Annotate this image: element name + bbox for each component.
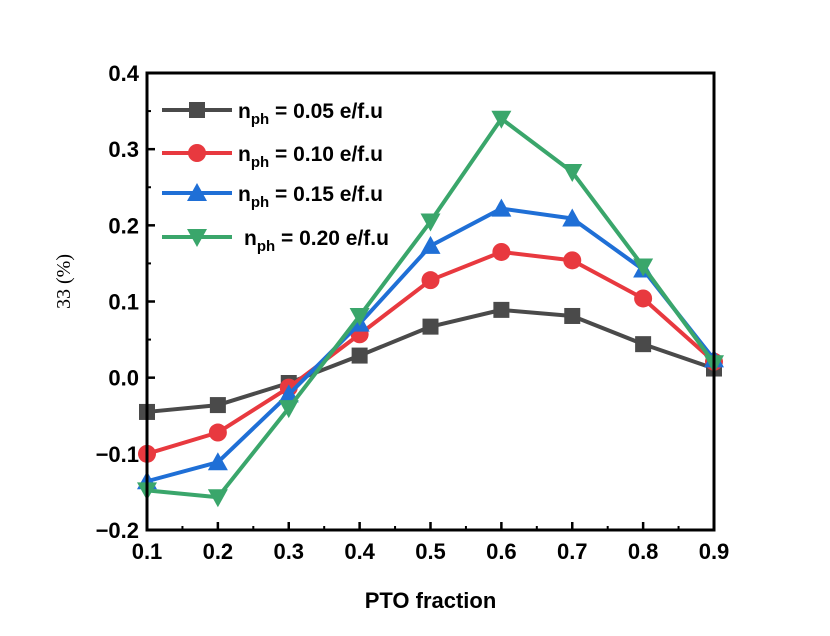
data-point [349, 307, 370, 326]
data-point [493, 301, 510, 318]
data-point [562, 208, 583, 227]
legend-entry: nph = 0.20 e/f.u [162, 227, 389, 255]
data-point [634, 289, 653, 308]
data-point [492, 242, 511, 261]
data-point [278, 400, 299, 419]
data-point [351, 347, 368, 364]
data-point [207, 489, 228, 508]
legend-entry: nph = 0.15 e/f.u [162, 183, 383, 211]
x-tick-label: 0.1 [132, 539, 163, 564]
data-point [421, 271, 440, 290]
legend-entry: nph = 0.10 e/f.u [162, 143, 383, 171]
legend-label: nph = 0.10 e/f.u [238, 143, 383, 171]
y-tick-label: 0.3 [108, 137, 139, 162]
legend-entry: nph = 0.05 e/f.u [162, 100, 383, 128]
data-point [562, 164, 583, 183]
y-tick-label: 0.2 [108, 213, 139, 238]
y-tick-label: −0.2 [96, 518, 139, 543]
legend-marker [187, 183, 207, 201]
data-point [420, 235, 441, 254]
x-tick-label: 0.4 [344, 539, 375, 564]
legend-label: nph = 0.05 e/f.u [238, 100, 383, 128]
plot-frame [145, 71, 716, 532]
legend-marker [189, 102, 205, 118]
series-4 [137, 110, 724, 508]
data-point [564, 307, 581, 324]
tick-marks [145, 71, 716, 532]
data-point [209, 397, 226, 414]
data-point [422, 318, 439, 335]
x-tick-label: 0.8 [628, 539, 659, 564]
data-point [491, 110, 512, 129]
data-point [563, 251, 582, 270]
legend-label: nph = 0.20 e/f.u [244, 227, 389, 255]
data-point [633, 258, 654, 277]
x-tick-label: 0.3 [273, 539, 304, 564]
x-tick-label: 0.7 [557, 539, 588, 564]
y-axis-label: 33 (%) [53, 254, 75, 309]
x-tick-label: 0.9 [699, 539, 730, 564]
x-tick-label: 0.5 [415, 539, 446, 564]
y-tick-labels: 0.4 0.3 0.2 0.1 0.0 −0.1 −0.2 [96, 61, 140, 543]
legend-marker [187, 229, 207, 247]
data-point [207, 452, 228, 471]
series-lines [137, 110, 724, 508]
x-tick-label: 0.6 [486, 539, 517, 564]
y-tick-label: 0.1 [108, 290, 139, 315]
legend-marker [188, 144, 206, 162]
y-tick-label: −0.1 [96, 442, 139, 467]
x-axis-label: PTO fraction [365, 588, 497, 613]
series-line [146, 116, 716, 500]
data-point [208, 423, 227, 442]
data-point [278, 384, 299, 403]
y-tick-label: 0.4 [108, 61, 139, 86]
legend-label: nph = 0.15 e/f.u [238, 183, 383, 211]
y-tick-label: 0.0 [108, 366, 139, 391]
x-tick-labels: 0.1 0.2 0.3 0.4 0.5 0.6 0.7 0.8 0.9 [132, 539, 730, 564]
data-point [635, 336, 652, 353]
legend: nph = 0.05 e/f.u nph = 0.10 e/f.u nph = 0.… [162, 100, 389, 255]
series-1 [139, 301, 722, 420]
data-point [491, 198, 512, 217]
data-point [420, 213, 441, 232]
x-tick-label: 0.2 [203, 539, 234, 564]
